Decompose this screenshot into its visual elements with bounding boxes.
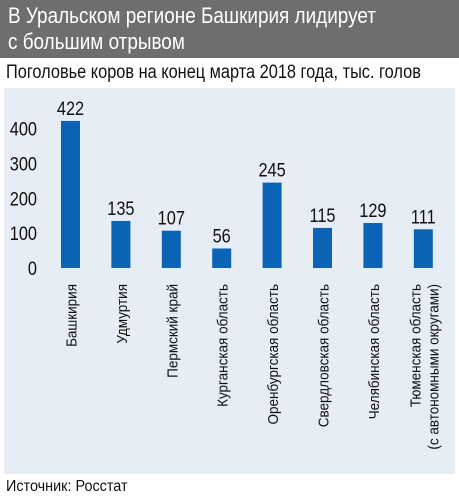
data-label: 115	[309, 205, 335, 226]
bar	[212, 248, 232, 268]
bar-chart: 0 100 200 300 400 422 Башкирия 135 Удмуртия 107 Пе…	[10, 98, 443, 450]
data-label: 107	[158, 208, 185, 229]
category-label: (с автономными округами)	[426, 284, 443, 450]
chart-panel: 0 100 200 300 400 422 Башкирия 135 Удмуртия 107 Пе…	[4, 88, 455, 474]
bar	[262, 182, 282, 268]
category-label: Удмуртия	[114, 284, 131, 344]
title-line-2: с большим отрывом	[8, 29, 185, 54]
y-tick-label: 200	[10, 188, 37, 209]
category-label: Свердловская область	[316, 284, 333, 427]
bar	[111, 220, 131, 268]
data-label: 129	[359, 200, 386, 221]
bar	[161, 230, 181, 268]
category-label: Оренбургская область	[265, 284, 282, 424]
data-label: 422	[57, 98, 84, 119]
title-line-1: В Уральском регионе Башкирия лидирует	[8, 3, 376, 28]
data-label: 245	[258, 159, 285, 180]
chart-subtitle: Поголовье коров на конец марта 2018 года…	[6, 62, 421, 83]
data-label: 56	[213, 225, 231, 246]
category-label: Тюменская область	[408, 284, 425, 407]
bar	[363, 223, 383, 268]
y-tick-label: 0	[28, 258, 37, 279]
category-label: Челябинская область	[366, 284, 383, 419]
y-tick-label: 300	[10, 153, 37, 174]
bar	[61, 120, 80, 268]
data-label: 135	[107, 198, 134, 219]
y-tick-label: 100	[10, 223, 37, 244]
category-label: Пермский край	[165, 284, 182, 378]
header-banner: В Уральском регионе Башкирия лидирует с …	[0, 0, 459, 58]
category-label: Курганская область	[215, 284, 232, 407]
category-label: Башкирия	[64, 284, 81, 347]
chart-title: В Уральском регионе Башкирия лидирует с …	[8, 3, 386, 55]
bar	[413, 229, 433, 268]
y-tick-label: 400	[10, 118, 37, 139]
source-note: Источник: Росстат	[6, 478, 128, 495]
bar	[313, 227, 332, 268]
data-label: 111	[411, 206, 436, 227]
